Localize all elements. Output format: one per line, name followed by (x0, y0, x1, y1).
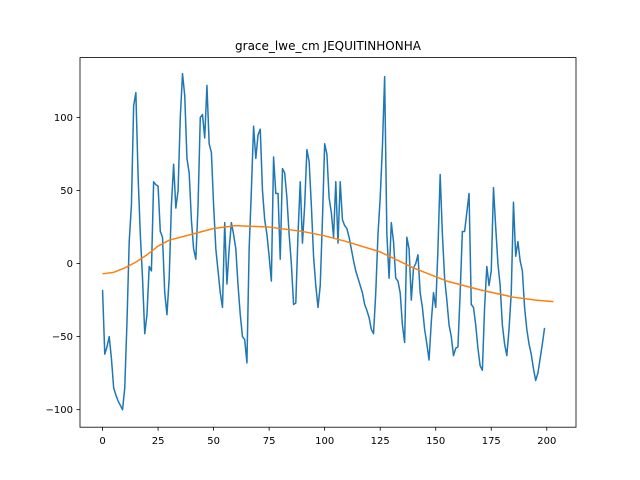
y-tick-label: 50 (60, 186, 73, 197)
x-tick-label: 175 (482, 436, 501, 447)
data-line (101, 72, 546, 411)
plot-frame (79, 57, 577, 428)
y-tick-label: −50 (52, 332, 73, 343)
x-tick-label: 150 (426, 436, 445, 447)
x-tick-label: 0 (99, 436, 105, 447)
y-tick-label: −100 (46, 405, 73, 416)
x-tick-label: 25 (152, 436, 165, 447)
x-tick-label: 125 (371, 436, 390, 447)
data-line (102, 224, 554, 303)
y-tick-label: 0 (67, 259, 73, 270)
x-tick-label: 50 (207, 436, 220, 447)
x-tick-label: 100 (315, 436, 334, 447)
y-tick-label: 100 (54, 113, 73, 124)
chart-title: grace_lwe_cm JEQUITINHONHA (235, 39, 422, 53)
x-tick-label: 75 (263, 436, 276, 447)
x-tick-label: 200 (537, 436, 556, 447)
